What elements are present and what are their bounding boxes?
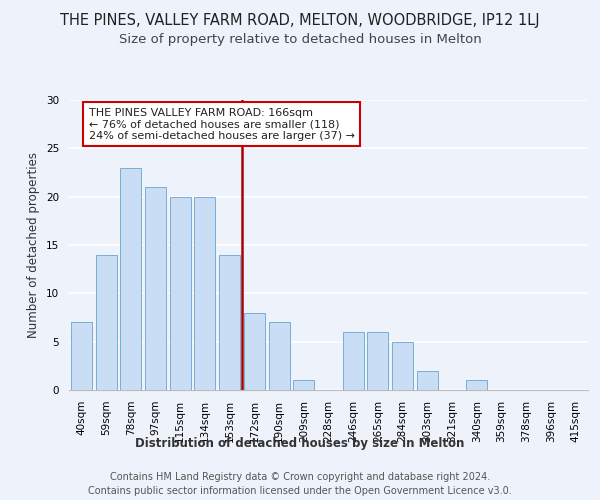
- Text: Size of property relative to detached houses in Melton: Size of property relative to detached ho…: [119, 32, 481, 46]
- Y-axis label: Number of detached properties: Number of detached properties: [28, 152, 40, 338]
- Bar: [367, 332, 388, 390]
- Bar: [145, 187, 166, 390]
- Text: THE PINES, VALLEY FARM ROAD, MELTON, WOODBRIDGE, IP12 1LJ: THE PINES, VALLEY FARM ROAD, MELTON, WOO…: [60, 12, 540, 28]
- Bar: [269, 322, 290, 390]
- Text: Contains HM Land Registry data © Crown copyright and database right 2024.: Contains HM Land Registry data © Crown c…: [110, 472, 490, 482]
- Bar: [392, 342, 413, 390]
- Text: Distribution of detached houses by size in Melton: Distribution of detached houses by size …: [136, 438, 464, 450]
- Bar: [417, 370, 438, 390]
- Bar: [219, 254, 240, 390]
- Bar: [293, 380, 314, 390]
- Bar: [170, 196, 191, 390]
- Text: THE PINES VALLEY FARM ROAD: 166sqm
← 76% of detached houses are smaller (118)
24: THE PINES VALLEY FARM ROAD: 166sqm ← 76%…: [89, 108, 355, 141]
- Bar: [71, 322, 92, 390]
- Bar: [466, 380, 487, 390]
- Bar: [194, 196, 215, 390]
- Text: Contains public sector information licensed under the Open Government Licence v3: Contains public sector information licen…: [88, 486, 512, 496]
- Bar: [95, 254, 116, 390]
- Bar: [343, 332, 364, 390]
- Bar: [120, 168, 141, 390]
- Bar: [244, 312, 265, 390]
